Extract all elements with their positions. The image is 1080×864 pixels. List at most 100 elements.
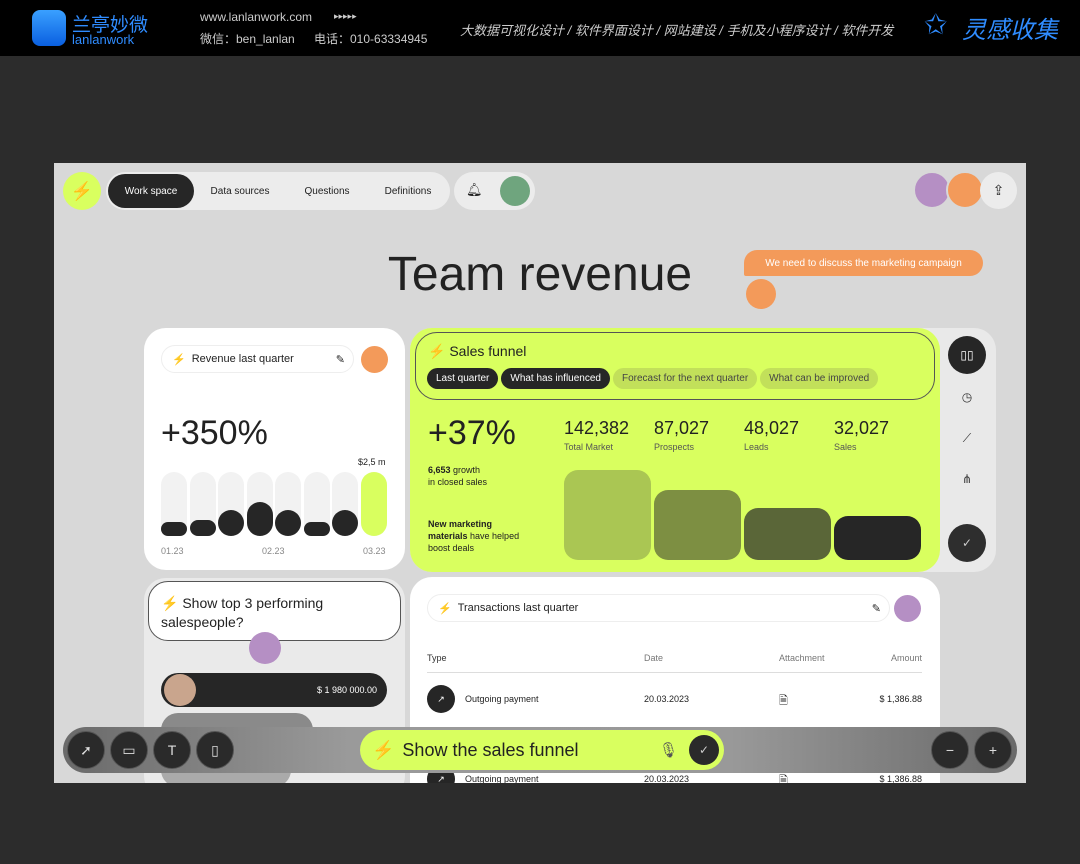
- funnel-bar[interactable]: [654, 489, 741, 560]
- funnel-chips: Last quarter What has influenced Forecast …: [427, 368, 881, 389]
- submit-button[interactable]: ✓: [689, 735, 719, 765]
- stage-value: 32,027: [834, 418, 890, 438]
- prompt-input[interactable]: ⚡ Show the sales funnel 🎙︎ ✓: [360, 730, 724, 770]
- bolt-icon: ⚡: [172, 353, 186, 366]
- stage-value: 87,027: [654, 418, 710, 438]
- stage-label: Total Market: [564, 442, 614, 452]
- revenue-bar[interactable]: [189, 520, 216, 536]
- chip-filter[interactable]: What has influenced: [501, 368, 610, 389]
- revenue-bar[interactable]: [218, 510, 244, 536]
- tab-questions[interactable]: Questions: [304, 185, 350, 197]
- funnel-bar[interactable]: [564, 470, 651, 560]
- avatar[interactable]: [361, 346, 388, 373]
- chip-filter[interactable]: Last quarter: [427, 368, 499, 389]
- pencil-icon[interactable]: ✎: [335, 353, 345, 366]
- site-url[interactable]: www.lanlanwork.com: [200, 10, 313, 24]
- revenue-bar[interactable]: [360, 472, 387, 536]
- column-header: Attachment: [779, 653, 825, 663]
- logo-icon: [32, 10, 66, 46]
- salesperson-amount: $ 1 980 000.00: [316, 685, 377, 695]
- site-banner: 兰亭妙微 lanlanwork www.lanlanwork.com ▸▸▸▸▸…: [0, 0, 1080, 56]
- collect-label: 灵感收集: [962, 17, 1058, 44]
- chip-filter[interactable]: What can be improved: [760, 368, 879, 389]
- avatar[interactable]: [249, 632, 281, 664]
- bottom-toolbar: ➚ ▭ T ▯ ⚡ Show the sales funnel 🎙︎ ✓ − +: [63, 727, 1017, 773]
- star-icon: ✩: [924, 9, 948, 40]
- funnel-title: Sales funnel: [449, 343, 527, 359]
- growth-label: growth: [450, 465, 481, 475]
- revenue-bar[interactable]: [246, 502, 273, 536]
- line-chart-button[interactable]: ⟋: [948, 419, 986, 457]
- revenue-bar[interactable]: [161, 522, 187, 536]
- main-nav: Work space Data sources Questions Defini…: [106, 172, 450, 210]
- question-text: Show top 3 performing salespeople?: [161, 595, 324, 630]
- tab-workspace[interactable]: Work space: [108, 174, 194, 208]
- pencil-icon[interactable]: ✎: [871, 602, 881, 615]
- bar-top-label: $2,5 m: [358, 457, 386, 467]
- column-header: Amount: [890, 653, 922, 663]
- x-label: 02.23: [262, 546, 285, 556]
- brand-en: lanlanwork: [72, 32, 135, 47]
- row-type: Outgoing payment: [465, 774, 539, 783]
- revenue-title-field[interactable]: ⚡ Revenue last quarter ✎: [161, 345, 354, 373]
- bar-chart-button[interactable]: ▯▯: [948, 336, 986, 374]
- revenue-title: Revenue last quarter: [191, 353, 294, 365]
- notification-group: 🔔︎: [454, 172, 535, 210]
- table-row[interactable]: ↗ Outgoing payment 20.03.2023 🗎 $ 1,386.…: [427, 683, 922, 715]
- salesperson-row[interactable]: $ 1 980 000.00: [161, 673, 387, 707]
- x-label: 01.23: [161, 546, 184, 556]
- home-logo-button[interactable]: ⚡: [63, 172, 101, 210]
- transactions-title-field[interactable]: ⚡ Transactions last quarter ✎: [427, 594, 890, 622]
- avatar[interactable]: [946, 171, 984, 209]
- hierarchy-button[interactable]: ⋔: [948, 460, 986, 498]
- text-tool-button[interactable]: T: [153, 731, 191, 769]
- microphone-icon[interactable]: 🎙︎: [658, 742, 678, 759]
- note-text: New marketing materials have helped boos…: [428, 518, 528, 554]
- document-tool-button[interactable]: ▯: [196, 731, 234, 769]
- transactions-title: Transactions last quarter: [457, 602, 579, 614]
- growth-line2: in closed sales: [428, 477, 488, 487]
- revenue-bar[interactable]: [303, 522, 330, 536]
- revenue-bar[interactable]: [332, 510, 358, 536]
- bolt-icon: ⚡: [438, 602, 452, 615]
- bell-icon[interactable]: 🔔︎: [466, 182, 483, 197]
- app-window: ⚡ Work space Data sources Questions Defi…: [54, 163, 1026, 783]
- note-rest: have helped boost deals: [428, 531, 520, 553]
- avatar[interactable]: [894, 595, 921, 622]
- document-icon[interactable]: 🗎: [779, 695, 788, 707]
- confirm-button[interactable]: ✓: [948, 524, 986, 562]
- tab-data-sources[interactable]: Data sources: [210, 185, 270, 197]
- funnel-chart: 142,382 Total Market 87,027 Prospects 48,027…: [564, 418, 924, 568]
- avatar[interactable]: [746, 279, 776, 309]
- comment-bubble[interactable]: We need to discuss the marketing campaig…: [744, 250, 983, 276]
- gauge-button[interactable]: ◷: [948, 378, 986, 416]
- growth-text: 6,653 growth in closed sales: [428, 464, 538, 488]
- revenue-bar-chart: [161, 472, 389, 536]
- stage-label: Leads: [744, 442, 769, 452]
- row-amount: $ 1,386.88: [879, 694, 922, 704]
- share-button[interactable]: ⇪: [980, 172, 1017, 209]
- avatar[interactable]: [500, 176, 530, 206]
- growth-number: 6,653: [428, 465, 451, 475]
- funnel-header: ⚡ Sales funnel Last quarter What has infl…: [415, 332, 935, 400]
- document-icon[interactable]: 🗎: [779, 775, 788, 783]
- outgoing-arrow-icon: ↗: [427, 685, 455, 713]
- arrows: ▸▸▸▸▸: [334, 11, 357, 21]
- bolt-icon: ⚡: [372, 739, 395, 760]
- x-label: 03.23: [363, 546, 386, 556]
- funnel-bar[interactable]: [744, 507, 831, 560]
- column-header: Type: [427, 653, 447, 663]
- zoom-out-button[interactable]: −: [931, 731, 969, 769]
- question-input[interactable]: ⚡ Show top 3 performing salespeople?: [148, 581, 401, 641]
- table-header: Type Date Attachment Amount: [427, 653, 922, 673]
- comment-tool-button[interactable]: ▭: [110, 731, 148, 769]
- zoom-in-button[interactable]: +: [974, 731, 1012, 769]
- note-bold: New marketing materials: [428, 519, 493, 541]
- chip-filter[interactable]: Forecast for the next quarter: [613, 368, 758, 389]
- revenue-bar[interactable]: [275, 510, 301, 536]
- stage-label: Sales: [834, 442, 857, 452]
- stage-value: 48,027: [744, 418, 800, 438]
- tab-definitions[interactable]: Definitions: [384, 185, 432, 197]
- funnel-bar[interactable]: [834, 516, 921, 560]
- cursor-tool-button[interactable]: ➚: [67, 731, 105, 769]
